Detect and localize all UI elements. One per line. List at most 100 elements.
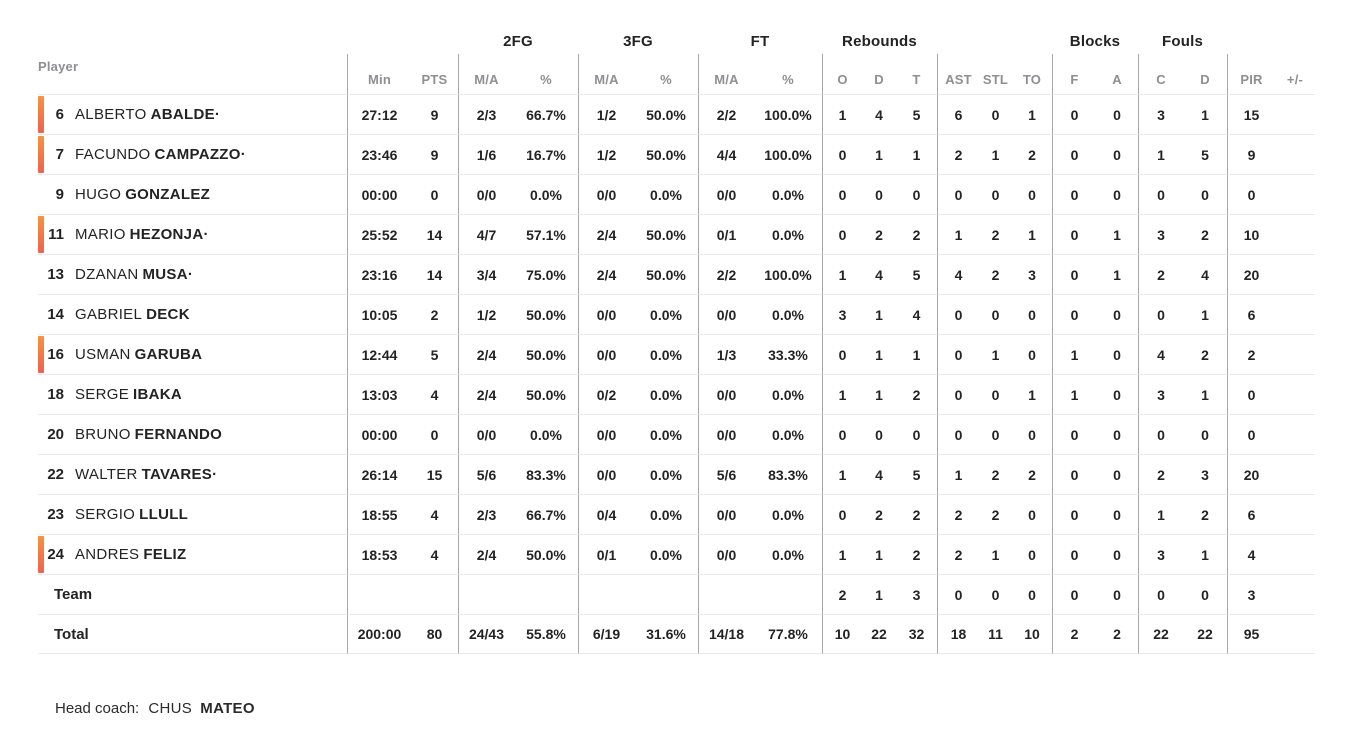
cell-min: 10:05: [347, 294, 411, 334]
cell-foul-d: 2: [1183, 494, 1227, 534]
player-cell[interactable]: 23 SERGIO LLULL: [38, 494, 347, 534]
on-court-indicator: [38, 136, 44, 173]
player-cell[interactable]: 7 FACUNDO CAMPAZZO·: [38, 134, 347, 174]
cell-ft-ma: [698, 574, 754, 614]
player-cell[interactable]: 6 ALBERTO ABALDE·: [38, 94, 347, 134]
cell-fg3-ma: 0/0: [578, 294, 634, 334]
cell-ast: 18: [937, 614, 979, 654]
cell-ast: 0: [937, 574, 979, 614]
cell-fg2-ma: 2/3: [458, 94, 514, 134]
cell-reb-o: 1: [822, 94, 862, 134]
cell-ft-pct: 33.3%: [754, 334, 822, 374]
cell-pm: [1275, 294, 1315, 334]
cell-min: 12:44: [347, 334, 411, 374]
cell-ast: 2: [937, 134, 979, 174]
column-min: Min: [347, 54, 411, 94]
cell-fg2-pct: 16.7%: [514, 134, 578, 174]
cell-fg3-pct: 50.0%: [634, 214, 698, 254]
cell-blk-a: 0: [1096, 414, 1138, 454]
cell-pir: 95: [1227, 614, 1275, 654]
cell-to: 0: [1012, 174, 1052, 214]
cell-pts: [411, 574, 458, 614]
player-cell[interactable]: 9 HUGO GONZALEZ: [38, 174, 347, 214]
cell-stl: 0: [979, 94, 1012, 134]
cell-fg3-ma: 0/4: [578, 494, 634, 534]
cell-fg3-ma: 2/4: [578, 214, 634, 254]
cell-pir: 6: [1227, 294, 1275, 334]
column-blocks-f: F: [1052, 54, 1096, 94]
column-ft-ma: M/A: [698, 54, 754, 94]
player-cell[interactable]: 20 BRUNO FERNANDO: [38, 414, 347, 454]
cell-fg3-pct: 0.0%: [634, 374, 698, 414]
cell-stl: 2: [979, 254, 1012, 294]
cell-foul-c: 0: [1138, 174, 1183, 214]
cell-fg2-pct: 55.8%: [514, 614, 578, 654]
player-cell[interactable]: 14 GABRIEL DECK: [38, 294, 347, 334]
cell-ft-pct: 0.0%: [754, 174, 822, 214]
cell-pir: 9: [1227, 134, 1275, 174]
cell-foul-c: 3: [1138, 534, 1183, 574]
player-first-name: USMAN: [75, 346, 131, 363]
cell-ft-ma: 0/0: [698, 374, 754, 414]
cell-reb-o: 1: [822, 254, 862, 294]
player-last-name: GONZALEZ: [125, 186, 211, 203]
group-spacer-pir: [1227, 28, 1315, 54]
cell-pir: 4: [1227, 534, 1275, 574]
cell-min: 26:14: [347, 454, 411, 494]
cell-blk-f: 1: [1052, 374, 1096, 414]
cell-ft-ma: 0/0: [698, 294, 754, 334]
cell-reb-o: 0: [822, 414, 862, 454]
cell-min: 23:46: [347, 134, 411, 174]
player-cell[interactable]: 11 MARIO HEZONJA·: [38, 214, 347, 254]
cell-min: 25:52: [347, 214, 411, 254]
player-cell[interactable]: 24 ANDRES FELIZ: [38, 534, 347, 574]
column-to: TO: [1022, 72, 1042, 87]
cell-fg3-ma: 0/0: [578, 414, 634, 454]
player-name: GABRIEL DECK: [75, 306, 190, 323]
cell-reb-o: 0: [822, 214, 862, 254]
cell-fg2-ma: 1/6: [458, 134, 514, 174]
column-reb-o: O: [822, 54, 862, 94]
cell-reb-d: 4: [862, 454, 896, 494]
cell-foul-c: 3: [1138, 94, 1183, 134]
team-row-label: Team: [54, 586, 93, 603]
cell-ft-pct: 77.8%: [754, 614, 822, 654]
cell-fg2-pct: [514, 574, 578, 614]
column-2fg-ma: M/A: [458, 54, 514, 94]
cell-foul-c: 2: [1138, 454, 1183, 494]
cell-pm: [1275, 614, 1315, 654]
cell-fg3-ma: 0/2: [578, 374, 634, 414]
player-cell[interactable]: 16 USMAN GARUBA: [38, 334, 347, 374]
cell-foul-c: 1: [1138, 134, 1183, 174]
cell-blk-f: 0: [1052, 414, 1096, 454]
cell-to: 1: [1012, 214, 1052, 254]
player-name: BRUNO FERNANDO: [75, 426, 222, 443]
player-first-name: SERGE: [75, 386, 130, 403]
player-cell[interactable]: 22 WALTER TAVARES·: [38, 454, 347, 494]
group-spacer-left: [38, 28, 458, 54]
cell-ast: 2: [937, 494, 979, 534]
cell-reb-o: 1: [822, 534, 862, 574]
cell-pir: 20: [1227, 454, 1275, 494]
cell-min: 23:16: [347, 254, 411, 294]
cell-blk-a: 2: [1096, 614, 1138, 654]
column-pts: PTS: [421, 72, 448, 87]
coach-first-name: CHUS: [148, 700, 193, 717]
cell-ft-ma: 5/6: [698, 454, 754, 494]
player-name: FACUNDO CAMPAZZO·: [75, 146, 246, 163]
cell-stl: 2: [979, 214, 1012, 254]
box-score-table: 2FG 3FG FT Rebounds Blocks Fouls Player …: [38, 28, 1315, 654]
player-first-name: HUGO: [75, 186, 122, 203]
cell-min: 00:00: [347, 414, 411, 454]
cell-fg3-ma: [578, 574, 634, 614]
player-last-name: GARUBA: [134, 346, 203, 363]
player-cell[interactable]: 18 SERGE IBAKA: [38, 374, 347, 414]
player-cell[interactable]: 13 DZANAN MUSA·: [38, 254, 347, 294]
player-number: 11: [48, 226, 64, 243]
cell-pts: 5: [411, 334, 458, 374]
cell-reb-o: 0: [822, 134, 862, 174]
cell-blk-f: 0: [1052, 454, 1096, 494]
player-first-name: GABRIEL: [75, 306, 143, 323]
cell-min: [347, 574, 411, 614]
